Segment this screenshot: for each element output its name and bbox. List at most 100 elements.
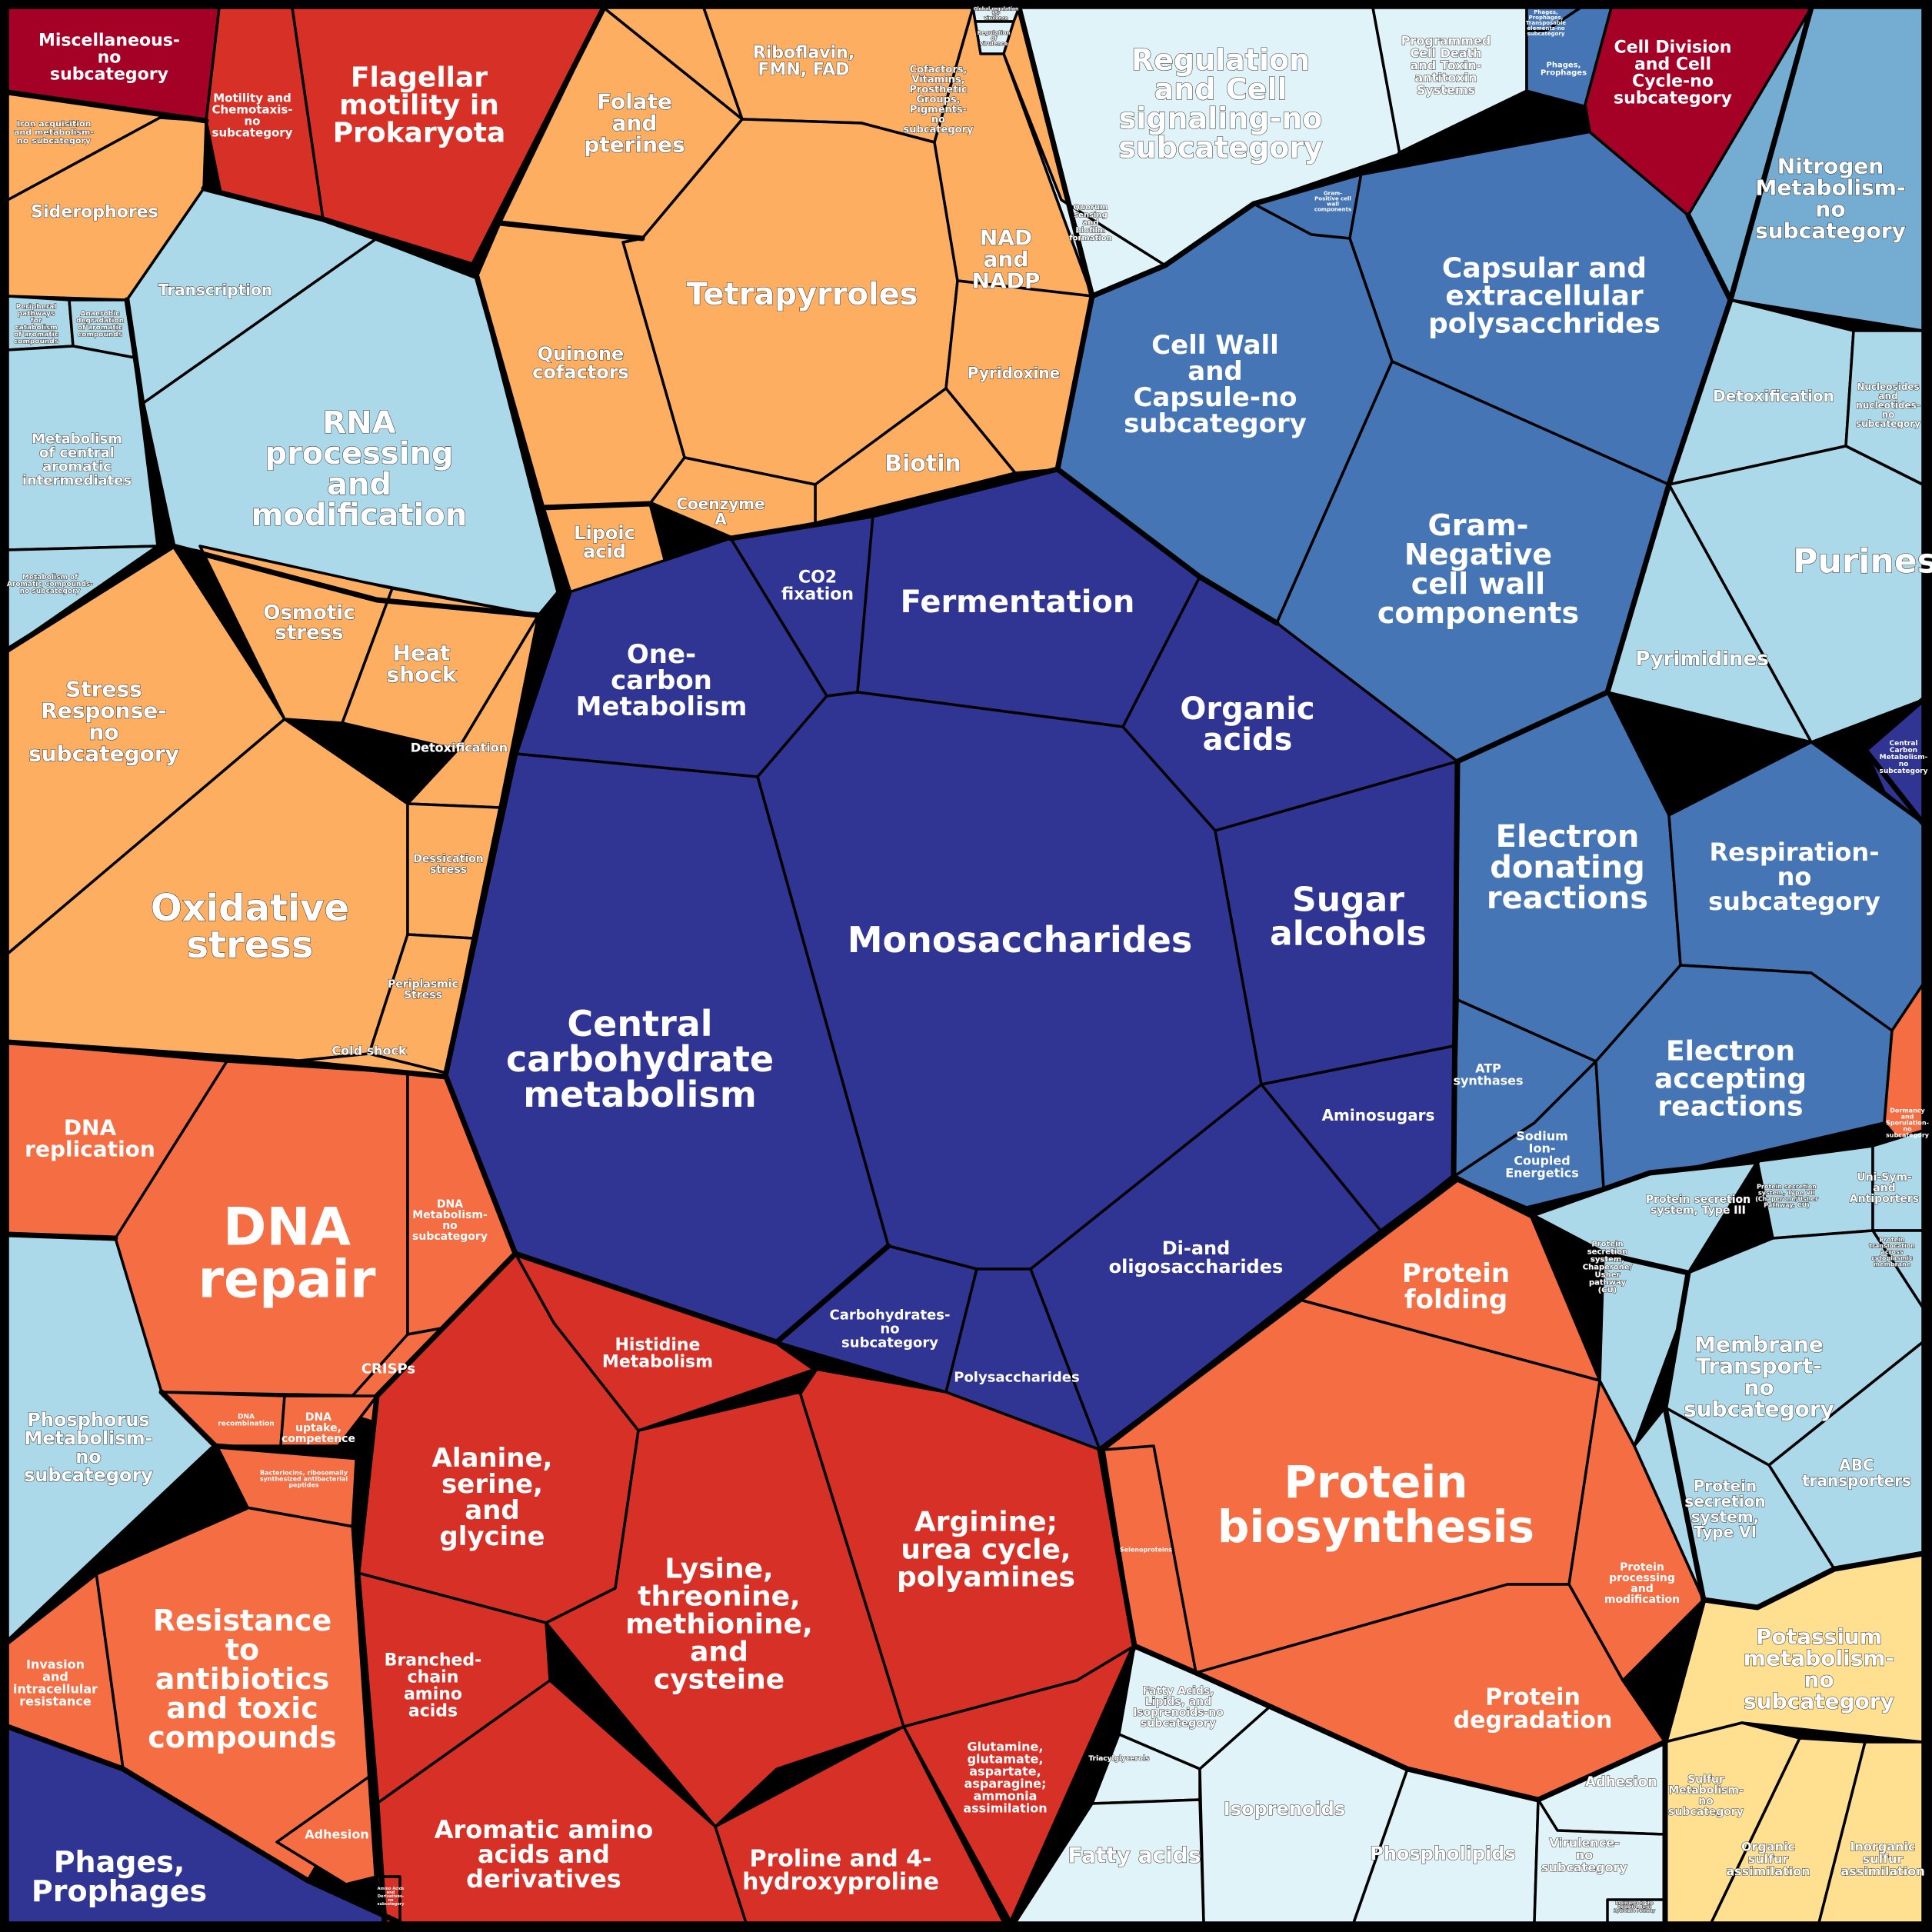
label-biotin: Biotin: [884, 451, 961, 478]
label-monosaccharides: Monosaccharides: [848, 919, 1192, 961]
label-osmotic-stress: Osmotic stress: [263, 601, 355, 645]
label-central-carbon-small: Central Carbon Metabolism-no subcategory: [1880, 740, 1928, 775]
category-border: [355, 1074, 518, 1926]
label-protein-degradation: Protein degradation: [1454, 1684, 1613, 1734]
label-histidine: Histidine Metabolism: [602, 1336, 713, 1372]
label-folate: Folate and pterines: [584, 89, 685, 158]
label-respiration-no-subcategory: Respiration-no subcategory: [1708, 838, 1880, 916]
label-potassium: Potassium metabolism-no subcategory: [1744, 1624, 1894, 1714]
label-organic-sulfur: Organic sulfur assimilation: [1726, 1840, 1810, 1879]
cell-dna-uptake: [279, 1394, 378, 1447]
label-global-regulation: Global regulation for virulence: [974, 7, 1019, 22]
label-protein-secretion-iii: Protein secretion system, Type III: [1646, 1194, 1750, 1217]
label-protein-folding: Protein folding: [1402, 1258, 1510, 1315]
category-border: [5, 89, 209, 124]
label-isoprenoids: Isoprenoids: [1224, 1798, 1345, 1820]
label-cell-division: Cell Division and Cell Cycle-no subcategory: [1614, 38, 1732, 108]
label-cold-shock: Cold shock: [331, 1044, 407, 1058]
label-inorganic-sulfur: Inorganic sulfur assimilation: [1840, 1840, 1924, 1879]
label-aromatic-no-subcategory: Metabolism of Aromatic Compounds-no subca…: [7, 574, 93, 595]
label-cell-wall-no-subcategory: Cell Wall and Capsule-no subcategory: [1124, 330, 1307, 439]
category-border: [774, 1243, 891, 1345]
category-border: [443, 274, 572, 1076]
label-alanine: Alanine, serine, and glycine: [432, 1443, 553, 1552]
label-nad-nadp: NAD and NADP: [972, 225, 1041, 294]
label-adhesion-blue: Adhesion: [1585, 1774, 1657, 1790]
label-transcription: Transcription: [158, 281, 272, 299]
label-gram-positive: Gram-Positive cell wall components: [1314, 191, 1351, 213]
label-fermentation: Fermentation: [901, 585, 1135, 620]
label-protein-secretion-vi: Protein secretion system, Type VI: [1684, 1477, 1765, 1541]
label-lysine: Lysine, threonine, methionine, and cysteine: [625, 1554, 813, 1696]
category-border: [1451, 1174, 1707, 1803]
label-motility-no-subcategory: Motility and Chemotaxis-no subcategory: [212, 92, 292, 140]
label-abc-transporters: ABC transporters: [1802, 1456, 1911, 1490]
label-regulation-of-virulence: Regulation of virulence: [978, 30, 1011, 47]
cell-fatty-acids: [1014, 1798, 1205, 1924]
category-border: [497, 220, 645, 242]
label-electron-accepting: Electron accepting reactions: [1654, 1036, 1807, 1123]
label-periplasmic-stress: Periplasmic Stress: [388, 978, 458, 1001]
label-proline: Proline and 4-hydroxyproline: [742, 1846, 939, 1896]
label-central-carbohydrate: Central carbohydrate metabolism: [506, 1003, 774, 1115]
label-resistance-oxidative: Resistance to the Oxidative Burst Hydrolas…: [1614, 1901, 1656, 1914]
label-misc-no-subcategory: Miscellaneous-no subcategory: [38, 32, 180, 85]
category-border: [1451, 212, 1734, 1180]
label-nitrogen-metabolism: Nitrogen Metabolism-no subcategory: [1755, 154, 1906, 244]
label-lipoic-acid: Lipoic acid: [574, 522, 635, 562]
category-border: [5, 1443, 249, 1645]
label-invasion: Invasion and intracellular resistance: [13, 1657, 98, 1709]
cell-proline: [714, 1725, 1005, 1924]
label-phosphorus: Phosphorus Metabolism-no subcategory: [24, 1409, 153, 1486]
label-coenzyme-a: Coenzyme A: [676, 495, 764, 528]
label-pyrimidines: Pyrimidines: [1635, 648, 1768, 671]
category-border: [5, 1724, 403, 1926]
label-sugar-alcohols: Sugar alcohols: [1270, 881, 1427, 954]
label-quorum-sensing: Quorum sensing and biofilm formation: [1069, 204, 1112, 243]
label-stress-no-subcategory: Stress Response-no subcategory: [28, 677, 179, 767]
label-layer: Miscellaneous-no subcategory Motility and C…: [6, 6, 1932, 1914]
label-quinone-cofactors: Quinone cofactors: [532, 343, 629, 383]
label-sodium-ion: Sodium Ion-Coupled Energetics: [1505, 1129, 1579, 1181]
category-border: [5, 1231, 118, 1241]
cell-inorganic-sulfur: [1817, 1740, 1924, 1924]
label-capsular: Capsular and extracellular polysacchrides: [1428, 253, 1661, 340]
label-dna-no-subcategory: DNA Metabolism-no subcategory: [412, 1198, 488, 1243]
label-branched-chain: Branched-chain amino acids: [385, 1651, 482, 1721]
category-border: [1700, 1551, 1926, 1611]
label-membrane-transport: Membrane Transport-no subcategory: [1684, 1332, 1834, 1422]
label-uni-sym-antiporters: Uni-Sym-and Antiporters: [1850, 1171, 1919, 1205]
label-cofactors-no-subcategory: Cofactors, Vitamins, Prosthetic Groups, Pigm…: [904, 65, 974, 136]
category-border: [1089, 89, 1591, 299]
label-arginine: Arginine; urea cycle, polyamines: [897, 1507, 1075, 1594]
label-iron-acquisition: Iron acquisition and metabolism-no subcat…: [14, 119, 94, 146]
label-carbohydrates-no-subcategory: Carbohydrates-no subcategory: [830, 1307, 951, 1351]
label-amino-no-subcategory: Amino Acids and Derivatives-no subcategory: [378, 1887, 405, 1907]
label-protein-secretion-cu: Protein secretion system, Chaperone/Usher pa…: [1583, 1241, 1633, 1295]
category-border: [124, 297, 176, 549]
category-border: [1131, 1643, 1541, 1803]
label-protein-biosynthesis: Protein biosynthesis: [1217, 1456, 1534, 1553]
label-dna-recombination: DNA recombination: [218, 1414, 274, 1428]
label-one-carbon: One-carbon Metabolism: [576, 639, 748, 722]
label-selenoproteins: Selenoproteins: [1120, 1547, 1172, 1554]
category-border: [1527, 1158, 1760, 1218]
label-detoxification-blue: Detoxification: [1713, 387, 1834, 405]
label-sulfur-no-subcategory: Sulfur Metabolism-no subcategory: [1668, 1774, 1744, 1818]
label-peripheral-pathways: Peripheral pathways for catabolism of aromat…: [14, 304, 58, 346]
label-flagellar-motility: Flagellar motility in Prokaryota: [333, 62, 506, 149]
category-border: [212, 1443, 380, 1880]
category-border: [320, 216, 480, 280]
label-dessication-stress: Dessication stress: [413, 853, 483, 876]
label-adhesion-orange: Adhesion: [305, 1827, 368, 1842]
label-phages-prophages: Phages, Prophages: [32, 1845, 207, 1908]
label-pyridoxine: Pyridoxine: [968, 364, 1060, 382]
label-dna-repair: DNA repair: [198, 1198, 376, 1311]
label-oxidative-stress: Oxidative stress: [151, 887, 349, 967]
category-border: [1727, 5, 1814, 303]
label-phages-small: Phages, Prophages, Transposable elements-no…: [1526, 9, 1566, 37]
label-dna-replication: DNA replication: [25, 1115, 155, 1162]
label-nucleosides: Nucleosides and nucleotides-no subcategory: [1856, 381, 1920, 429]
label-aminosugars: Aminosugars: [1322, 1106, 1435, 1124]
cell-pyridoxine: [944, 279, 1094, 475]
